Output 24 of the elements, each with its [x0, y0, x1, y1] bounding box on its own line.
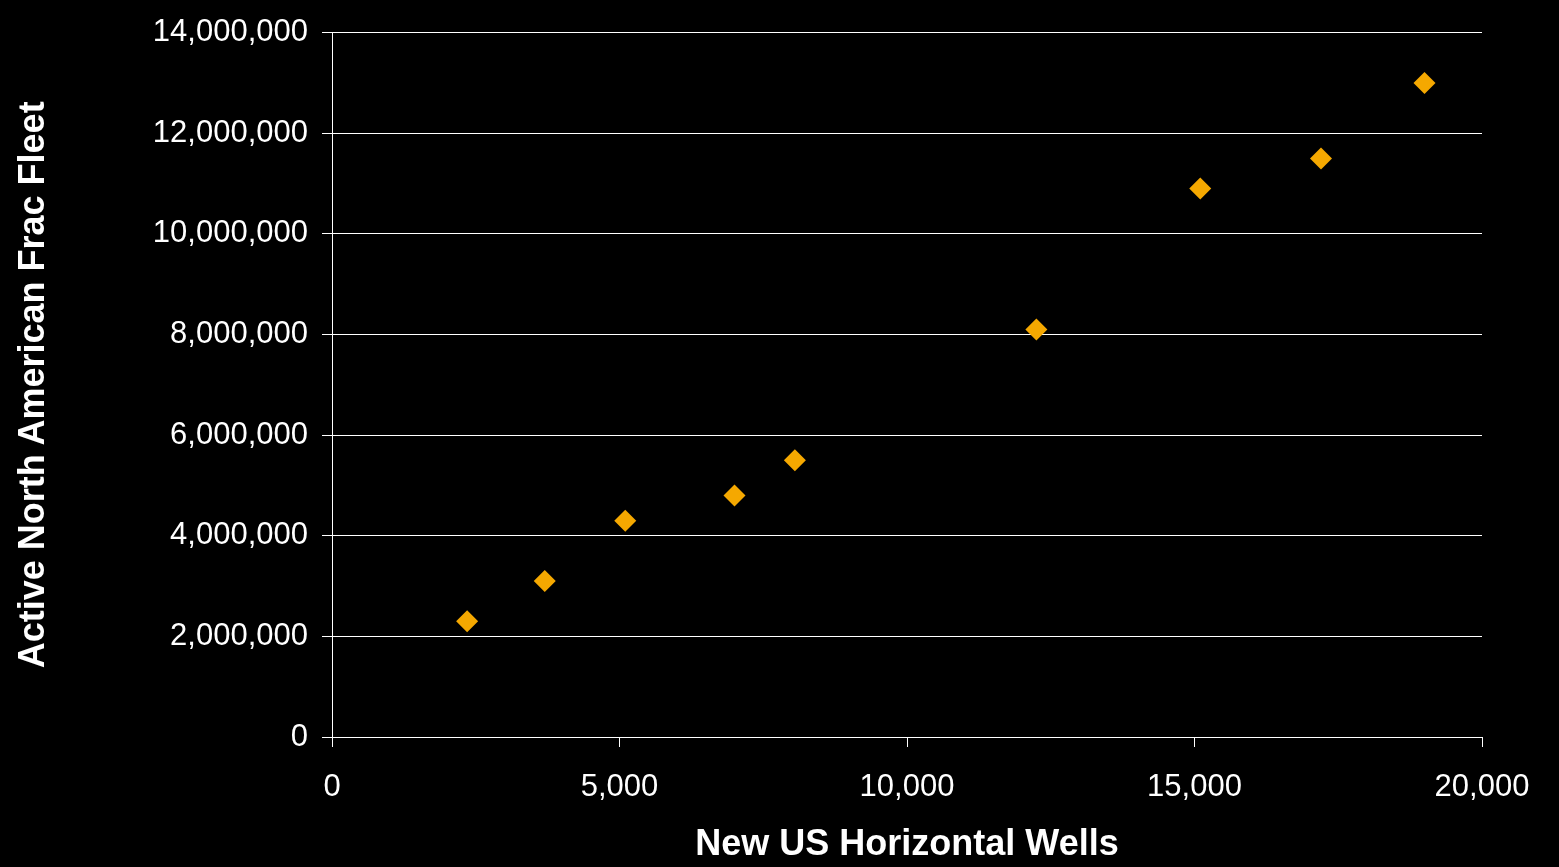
point — [723, 484, 746, 507]
point — [1025, 318, 1048, 341]
y-tick-label: 4,000,000 — [170, 516, 308, 552]
point — [1310, 147, 1332, 170]
x-axis-title: New US Horizontal Wells — [695, 822, 1119, 864]
x-tick-label: 0 — [323, 768, 341, 804]
y-tick-label: 8,000,000 — [170, 315, 308, 351]
y-axis-title: Active North American Frac Fleet — [10, 101, 52, 669]
point — [533, 570, 556, 593]
x-tick-label: 5,000 — [580, 768, 659, 804]
y-tick-label: 2,000,000 — [170, 616, 308, 652]
point — [1413, 71, 1436, 94]
x-tick-label: 15,000 — [1147, 768, 1242, 804]
point — [614, 509, 637, 532]
y-tick-label: 6,000,000 — [170, 415, 308, 451]
y-tick-label: 10,000,000 — [152, 214, 308, 250]
x-tick-label: 10,000 — [859, 768, 955, 804]
point — [783, 449, 806, 472]
y-tick-label: 0 — [290, 717, 308, 753]
point — [1189, 177, 1212, 200]
y-tick-label: 14,000,000 — [152, 13, 308, 49]
y-tick-label: 12,000,000 — [152, 113, 308, 149]
x-tick-label: 20,000 — [1434, 768, 1530, 804]
point — [456, 610, 479, 633]
